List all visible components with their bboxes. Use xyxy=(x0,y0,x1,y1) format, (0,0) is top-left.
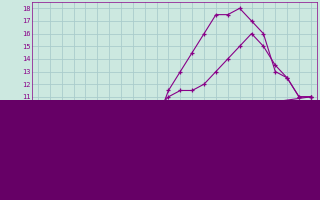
X-axis label: Windchill (Refroidissement éolien,°C): Windchill (Refroidissement éolien,°C) xyxy=(93,169,255,176)
